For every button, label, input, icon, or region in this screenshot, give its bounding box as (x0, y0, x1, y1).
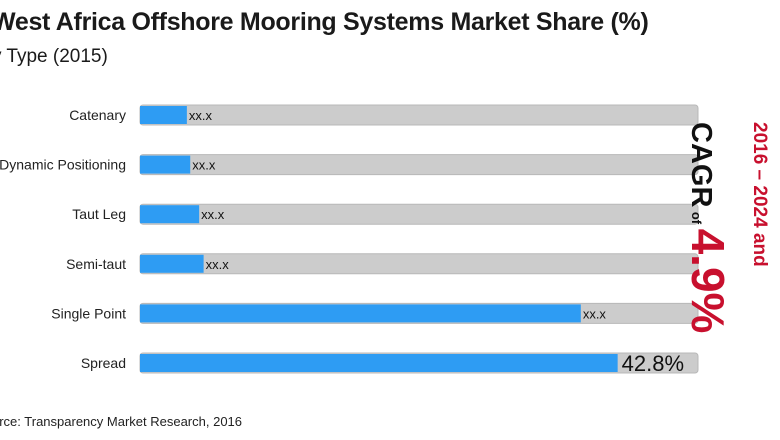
bar-track (139, 154, 699, 176)
category-label: Single Point (51, 305, 126, 321)
bar-spread (140, 354, 618, 372)
value-label: xx.x (201, 207, 225, 222)
cagr-of: of (689, 211, 704, 225)
chart-title: West Africa Offshore Mooring Systems Mar… (0, 8, 649, 36)
value-label: xx.x (583, 306, 607, 321)
value-label: xx.x (206, 257, 230, 272)
bar-catenary (140, 106, 187, 124)
bar-dynamic-positioning (140, 155, 191, 174)
value-label: 42.8% (622, 351, 684, 376)
cagr-period: 2016 – 2024 and (749, 122, 770, 267)
bar-track (139, 104, 699, 126)
cagr-label: CAGR (685, 122, 717, 208)
value-label: xx.x (189, 108, 213, 123)
category-label: Spread (81, 355, 126, 371)
bar-single-point (140, 304, 581, 323)
bar-semi-taut (140, 254, 204, 273)
category-label: Taut Leg (72, 206, 126, 222)
category-label: Catenary (69, 107, 126, 123)
category-label: Dynamic Positioning (0, 157, 126, 173)
source-note: urce: Transparency Market Research, 2016 (0, 414, 243, 429)
cagr-value: 4.9% (682, 228, 734, 334)
category-label: Semi-taut (66, 256, 126, 272)
chart-subtitle: y Type (2015) (0, 46, 108, 67)
bar-taut-leg (140, 205, 200, 224)
value-label: xx.x (192, 158, 216, 173)
